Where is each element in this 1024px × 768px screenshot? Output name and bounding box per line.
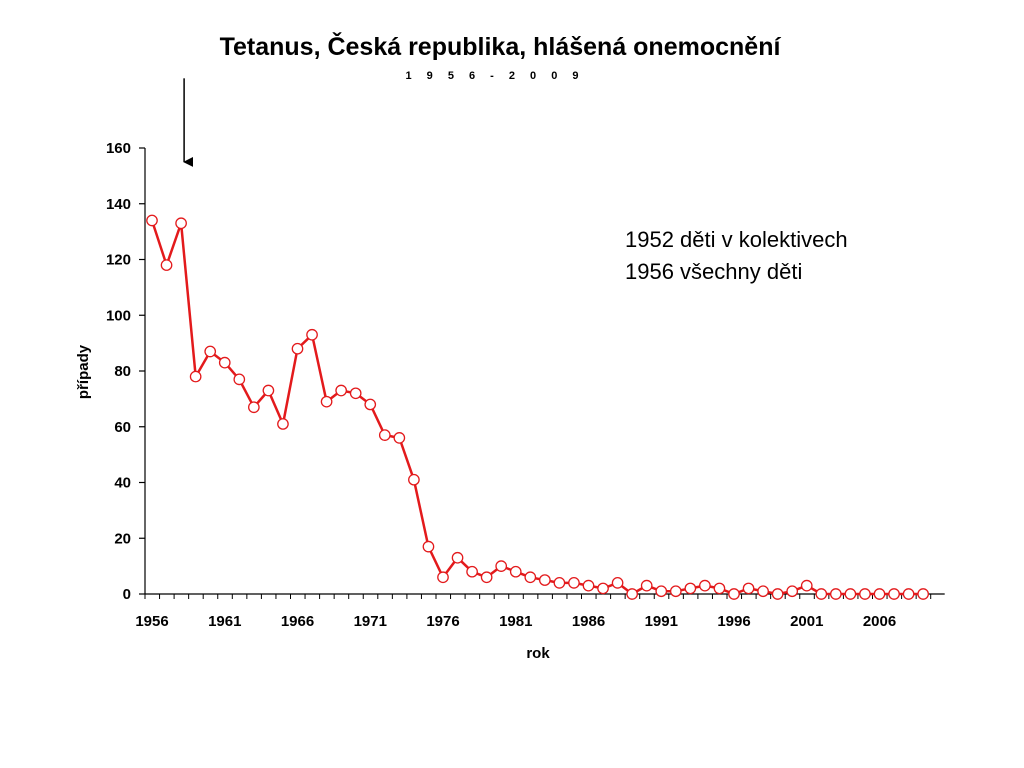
data-point bbox=[800, 579, 813, 592]
data-point bbox=[611, 576, 624, 589]
chart-subtitle: 1 9 5 6 - 2 0 0 9 bbox=[405, 70, 585, 82]
data-point bbox=[757, 585, 769, 598]
data-point bbox=[859, 588, 871, 600]
data-point bbox=[291, 342, 304, 355]
y-tick-label: 140 bbox=[106, 196, 131, 213]
data-point bbox=[146, 214, 158, 227]
data-point bbox=[829, 588, 842, 600]
y-tick-label: 100 bbox=[106, 307, 131, 324]
data-point bbox=[320, 395, 333, 408]
data-point bbox=[538, 574, 551, 586]
data-point bbox=[524, 571, 537, 584]
data-point bbox=[437, 571, 449, 584]
data-point bbox=[335, 384, 347, 397]
x-tick-label: 1956 bbox=[135, 613, 168, 630]
x-tick-label: 1966 bbox=[281, 613, 314, 630]
data-point bbox=[844, 588, 857, 600]
y-tick-label: 20 bbox=[114, 530, 131, 547]
annotation-text: 1956 všechny děti bbox=[625, 259, 802, 284]
data-point bbox=[771, 588, 784, 600]
x-tick-label: 1961 bbox=[208, 613, 241, 630]
y-tick-label: 40 bbox=[114, 475, 131, 492]
series-line bbox=[150, 220, 924, 596]
axes: 0 20 40 60 80 100 120 140 160 1956 1961 1966 1971 197… bbox=[106, 140, 945, 630]
data-point bbox=[655, 585, 668, 598]
x-tick-label: 1996 bbox=[717, 613, 750, 630]
annotation-text: 1952 děti v kolektivech bbox=[625, 227, 848, 252]
data-point bbox=[204, 345, 217, 358]
data-point bbox=[349, 387, 362, 400]
annotations: 1952 děti v kolektivech 1956 všechny děti bbox=[183, 78, 848, 284]
data-point bbox=[815, 588, 828, 600]
data-point bbox=[669, 585, 682, 598]
y-tick-label: 80 bbox=[114, 363, 131, 380]
y-tick-label: 60 bbox=[114, 419, 131, 436]
data-point bbox=[713, 582, 726, 595]
data-point bbox=[509, 565, 522, 578]
data-point bbox=[233, 373, 246, 386]
data-point bbox=[277, 418, 289, 430]
x-tick-label: 2001 bbox=[790, 613, 823, 630]
y-tick-label: 160 bbox=[106, 140, 131, 157]
data-point bbox=[160, 259, 173, 271]
y-axis-title: případy bbox=[75, 344, 92, 399]
data-point bbox=[189, 370, 202, 383]
data-point bbox=[626, 588, 639, 600]
data-point bbox=[218, 356, 231, 369]
chart-title: Tetanus, Česká republika, hlášená onemoc… bbox=[219, 33, 781, 61]
data-point bbox=[873, 588, 886, 600]
x-tick-label: 1976 bbox=[426, 613, 459, 630]
data-point bbox=[248, 401, 260, 414]
data-point bbox=[393, 432, 406, 444]
data-point bbox=[364, 398, 377, 411]
data-point bbox=[917, 588, 930, 600]
data-point bbox=[699, 579, 711, 592]
data-point bbox=[451, 551, 464, 564]
y-tick-label: 120 bbox=[106, 252, 131, 269]
x-tick-label: 1971 bbox=[354, 613, 387, 630]
data-point bbox=[378, 429, 391, 441]
x-tick-label: 2006 bbox=[863, 613, 896, 630]
data-point bbox=[408, 473, 420, 486]
data-point bbox=[568, 576, 580, 589]
x-tick-label: 1986 bbox=[572, 613, 605, 630]
data-point bbox=[553, 576, 566, 589]
x-axis-title: rok bbox=[526, 645, 550, 662]
data-point bbox=[640, 579, 653, 592]
x-tick-label: 1981 bbox=[499, 613, 532, 630]
data-point bbox=[480, 571, 493, 584]
data-point bbox=[466, 565, 478, 578]
data-point bbox=[306, 328, 318, 341]
data-point bbox=[175, 217, 187, 230]
data-point bbox=[728, 588, 740, 600]
data-point bbox=[684, 582, 697, 595]
data-point bbox=[902, 588, 915, 600]
data-point bbox=[262, 384, 275, 397]
data-point bbox=[422, 540, 435, 553]
data-point bbox=[597, 582, 609, 595]
data-point bbox=[495, 560, 508, 572]
x-tick-label: 1991 bbox=[645, 613, 678, 630]
data-point bbox=[888, 588, 900, 600]
data-point bbox=[742, 582, 755, 595]
y-tick-label: 0 bbox=[123, 586, 131, 603]
data-point bbox=[786, 585, 799, 598]
data-series bbox=[146, 214, 930, 600]
data-point bbox=[582, 579, 595, 592]
